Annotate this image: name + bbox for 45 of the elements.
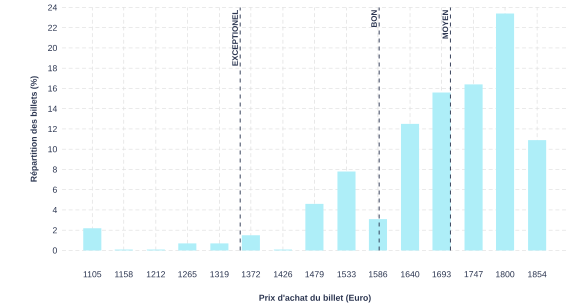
ref-line-label: EXCEPTIONEL xyxy=(232,10,238,66)
x-tick-label: 1158 xyxy=(115,271,133,278)
y-tick-label: 2 xyxy=(52,227,57,234)
bar xyxy=(496,14,514,250)
ref-line-label: MOYEN xyxy=(442,10,448,39)
x-tick-label: 1854 xyxy=(528,271,546,278)
x-tick-label: 1693 xyxy=(432,271,451,278)
bar xyxy=(528,140,546,250)
x-tick-label: 1372 xyxy=(242,271,260,278)
bar xyxy=(305,204,324,250)
y-tick-label: 16 xyxy=(48,85,57,92)
bar xyxy=(178,243,196,250)
x-axis-title: Prix d'achat du billet (Euro) xyxy=(259,294,371,303)
x-tick-label: 1105 xyxy=(84,271,102,278)
y-tick-label: 6 xyxy=(52,186,57,193)
y-tick-label: 8 xyxy=(52,166,57,173)
ref-line-label: BON xyxy=(371,10,377,27)
bar xyxy=(210,243,228,250)
x-tick-label: 1426 xyxy=(274,271,292,278)
y-tick-label: 12 xyxy=(48,126,57,132)
y-tick-label: 24 xyxy=(48,4,58,10)
y-axis-title: Répartition des billets (%) xyxy=(30,76,38,182)
bar xyxy=(337,171,356,250)
x-tick-label: 1747 xyxy=(464,271,483,278)
x-tick-label: 1479 xyxy=(305,271,324,278)
bar xyxy=(83,228,102,250)
x-tick-label: 1319 xyxy=(210,271,229,278)
y-tick-label: 18 xyxy=(48,65,57,72)
y-tick-label: 4 xyxy=(52,206,58,213)
bar xyxy=(368,219,388,250)
x-tick-label: 1800 xyxy=(496,271,514,278)
bar xyxy=(464,84,483,250)
y-tick-label: 10 xyxy=(48,146,57,152)
bar xyxy=(400,124,420,250)
y-tick-label: 20 xyxy=(48,44,57,52)
bar xyxy=(432,92,451,250)
bar xyxy=(242,235,260,250)
y-tick-label: 0 xyxy=(52,247,57,254)
x-tick-label: 1533 xyxy=(338,271,356,278)
y-tick-label: 14 xyxy=(48,106,58,112)
y-tick-label: 22 xyxy=(48,24,57,31)
x-tick-label: 1212 xyxy=(146,271,166,278)
x-tick-label: 1640 xyxy=(401,271,420,278)
x-tick-label: 1586 xyxy=(368,271,388,278)
x-tick-label: 1265 xyxy=(178,271,197,278)
